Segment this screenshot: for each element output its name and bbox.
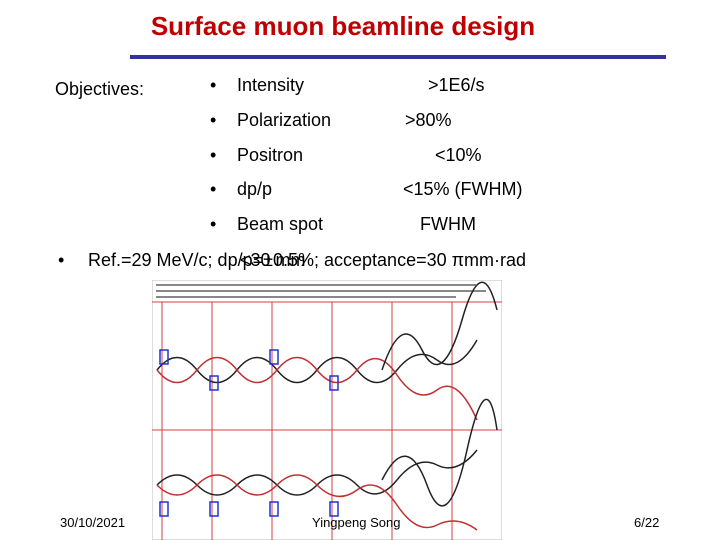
bullet: • [210,110,217,130]
magnet-markers [159,349,339,517]
beam-optics-plot [152,280,502,540]
plot-header [156,284,486,298]
item-name: Intensity [237,75,305,95]
item-value: <15% (FWHM) [403,179,523,199]
bullet: • [210,145,217,165]
footer-page: 6/22 [634,515,660,530]
objectives-label: Objectives: [55,79,145,99]
slide-title: Surface muon beamline design [150,11,536,41]
envelope-curves [156,281,498,531]
item-name: Beam spot [237,214,324,234]
footer-author: Yingpeng Song [312,515,401,530]
item-name: Polarization [237,110,332,130]
plot-frame [152,280,502,540]
item-name: Positron [237,145,304,165]
bullet: • [210,214,217,234]
title-rule [130,55,666,59]
item-value: >80% [405,110,452,130]
item-value: <10% [435,145,482,165]
bullet: • [210,179,217,199]
bullet: • [58,250,65,270]
item-name: dp/p [237,179,273,199]
bullet: • [210,75,217,95]
footer-date: 30/10/2021 [60,515,126,530]
item-value: >1E6/s [428,75,485,95]
item-note: <30 mm [240,250,306,270]
element-lines [152,301,502,540]
reference-text: Ref.=29 MeV/c; dp/p=±0.5%; acceptance=30… [88,250,527,270]
item-value: FWHM [420,214,476,234]
